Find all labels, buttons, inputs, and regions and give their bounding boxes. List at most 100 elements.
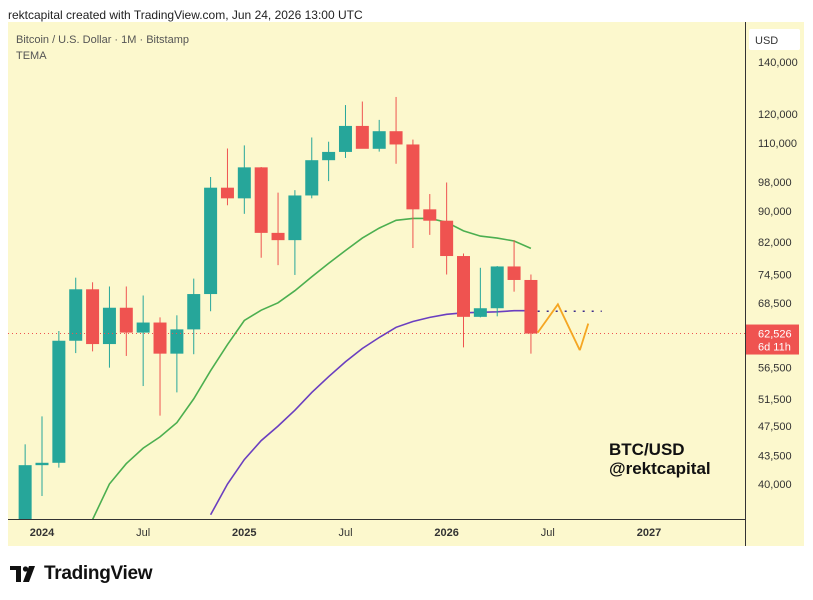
plot-background — [8, 22, 745, 519]
tradingview-wordmark: TradingView — [44, 563, 153, 584]
candle-body — [52, 340, 66, 463]
candle — [18, 444, 32, 519]
candle — [355, 101, 369, 149]
time-tick-label: Jul — [338, 527, 352, 539]
candle-body — [18, 465, 32, 519]
tradingview-logo-icon — [10, 565, 35, 582]
watermark-handle: @rektcapital — [609, 459, 711, 478]
candle — [457, 253, 470, 348]
candle — [423, 194, 437, 235]
candle-countdown: 6d 11h — [758, 342, 791, 354]
currency-button[interactable]: USD — [749, 29, 800, 50]
candle-body — [440, 220, 454, 257]
candle — [490, 266, 504, 317]
candle-body — [170, 329, 184, 354]
price-tick-label: 47,500 — [758, 421, 792, 433]
time-tick-label: 2025 — [232, 527, 256, 539]
currency-label: USD — [755, 35, 778, 47]
candle-body — [237, 167, 251, 199]
candle-body — [355, 125, 369, 149]
projection-arrow-head — [578, 323, 590, 351]
time-tick-label: 2026 — [434, 527, 458, 539]
candle — [305, 137, 319, 199]
time-axis-ticks: 2024 Jul 2025 Jul 2026 Jul 2027 — [30, 527, 661, 539]
candle — [237, 145, 251, 214]
indicator-label[interactable]: TEMA — [16, 50, 47, 62]
price-tick-label: 43,500 — [758, 451, 792, 463]
tradingview-brand[interactable]: TradingView — [10, 563, 153, 585]
price-tick-label: 40,000 — [758, 479, 792, 491]
price-tick-label: 120,000 — [758, 109, 798, 121]
candle — [389, 96, 403, 164]
candle-body — [220, 187, 234, 199]
candle — [102, 286, 116, 368]
candle — [288, 190, 302, 275]
price-tick-label: 56,500 — [758, 363, 792, 375]
candle-body — [406, 144, 420, 210]
price-tick-label: 110,000 — [758, 138, 797, 150]
candle-body — [338, 125, 352, 152]
candle-body — [524, 279, 538, 334]
price-tick-label: 82,000 — [758, 237, 792, 249]
time-tick-label: Jul — [541, 527, 555, 539]
btc-monthly-chart[interactable]: Bitcoin / U.S. Dollar · 1M · Bitstamp TE… — [8, 22, 804, 546]
price-tick-label: 98,000 — [758, 177, 792, 189]
candle — [406, 139, 420, 248]
price-tick-label: 140,000 — [758, 57, 798, 69]
price-tick-label: 90,000 — [758, 206, 792, 218]
candle — [322, 141, 336, 182]
candle-layer — [18, 96, 538, 519]
watermark: BTC/USD @rektcapital — [609, 440, 711, 478]
candle-body — [490, 266, 504, 309]
candle — [136, 295, 150, 387]
candle-body — [136, 322, 150, 333]
candle — [220, 148, 234, 206]
time-tick-label: Jul — [136, 527, 150, 539]
price-tick-label: 74,500 — [758, 270, 792, 282]
projection-arrow — [536, 302, 581, 351]
candle — [35, 416, 49, 497]
candle — [187, 278, 201, 355]
candle-body — [119, 307, 133, 333]
candle-body — [305, 160, 319, 196]
candle-body — [457, 256, 470, 317]
current-price-tag: 62,526 6d 11h — [746, 324, 799, 355]
candle — [69, 277, 83, 354]
candle — [473, 267, 487, 318]
candle-body — [86, 289, 100, 345]
candle-body — [69, 289, 83, 341]
series-ema_green — [91, 217, 532, 519]
candle — [524, 274, 538, 354]
candle — [52, 330, 66, 468]
candle — [204, 177, 218, 312]
candle — [507, 240, 521, 292]
candle-body — [288, 195, 302, 241]
candle-body — [271, 232, 285, 241]
candle-body — [204, 187, 218, 295]
candle-body — [102, 307, 116, 345]
candle-body — [389, 131, 403, 145]
candle-body — [153, 322, 167, 354]
price-tick-label: 68,500 — [758, 298, 792, 310]
price-axis-background[interactable] — [745, 22, 804, 546]
candle — [86, 282, 100, 352]
candle-body — [254, 167, 268, 233]
candle — [119, 286, 133, 356]
price-tag-background — [746, 324, 799, 355]
time-tick-label: 2027 — [637, 527, 661, 539]
projection-layer — [536, 302, 602, 351]
candle — [338, 105, 352, 158]
chart-area[interactable]: Bitcoin / U.S. Dollar · 1M · Bitstamp TE… — [8, 22, 804, 546]
candle — [271, 192, 285, 266]
chart-title[interactable]: Bitcoin / U.S. Dollar · 1M · Bitstamp — [16, 34, 189, 46]
candle-body — [322, 151, 336, 161]
candle — [170, 315, 184, 393]
price-tick-label: 51,500 — [758, 394, 792, 406]
current-price-label: 62,526 — [758, 329, 792, 341]
candle-body — [35, 462, 49, 466]
candle — [254, 167, 268, 258]
candle-body — [473, 308, 487, 317]
time-axis-background[interactable] — [8, 519, 745, 546]
watermark-pair: BTC/USD — [609, 440, 685, 459]
candle-body — [423, 209, 437, 221]
